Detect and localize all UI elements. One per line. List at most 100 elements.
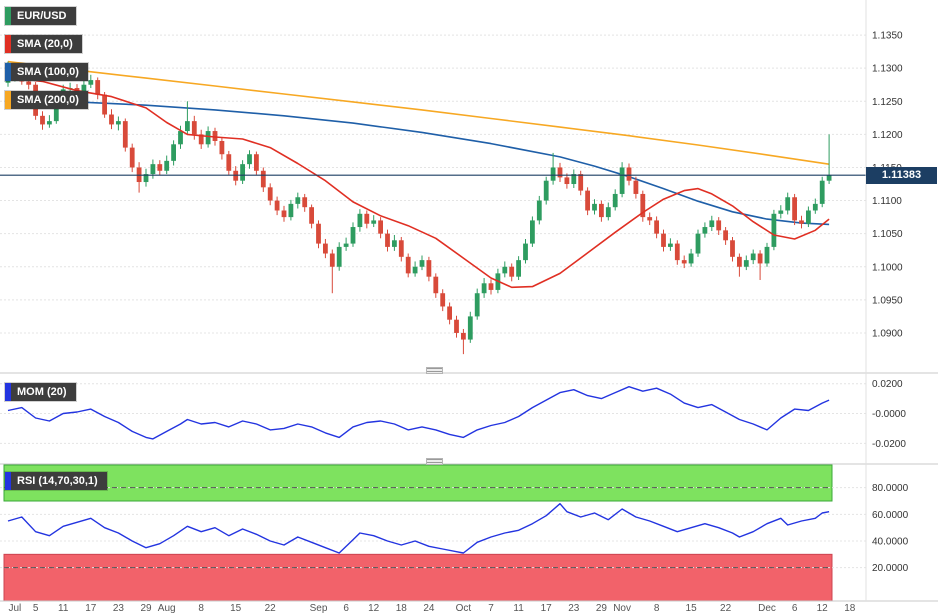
candle-body xyxy=(799,220,804,224)
candle-body xyxy=(654,220,659,234)
candle-body xyxy=(240,164,245,181)
sma20-line xyxy=(7,76,830,289)
candle-body xyxy=(398,240,404,257)
candle-body xyxy=(191,121,197,135)
candle-body xyxy=(585,190,590,211)
x-axis-label: 15 xyxy=(230,603,242,613)
candle-body xyxy=(668,243,673,247)
candle-body xyxy=(171,144,176,161)
candle-body xyxy=(578,174,584,191)
candle-body xyxy=(599,203,604,218)
candle-body xyxy=(481,283,487,294)
sma200-badge[interactable]: SMA (200,0) xyxy=(5,91,88,109)
rsi-label: RSI (14,70,30,1) xyxy=(17,475,98,487)
candle-body xyxy=(557,167,563,178)
candle-body xyxy=(674,243,680,261)
candle-body xyxy=(688,253,694,264)
y-axis-label: 80.0000 xyxy=(872,483,909,494)
panel-resize-handle-mom[interactable] xyxy=(426,367,443,374)
candle-body xyxy=(371,220,377,224)
panel-resize-handle-rsi[interactable] xyxy=(426,458,443,465)
momentum-line xyxy=(7,386,830,440)
candle-body xyxy=(260,170,266,188)
candle-body xyxy=(47,121,52,125)
x-axis-label: Aug xyxy=(158,603,176,613)
candle-body xyxy=(150,164,156,175)
rsi-badge[interactable]: RSI (14,70,30,1) xyxy=(5,472,107,490)
x-axis-label: Dec xyxy=(758,603,776,613)
x-axis-label: 17 xyxy=(541,603,553,613)
candle-body xyxy=(164,160,170,171)
candle-body xyxy=(267,187,273,201)
x-axis-label: Oct xyxy=(456,603,472,613)
sma100-label: SMA (100,0) xyxy=(17,66,79,78)
x-axis-label: 29 xyxy=(596,603,608,613)
x-axis-label: 22 xyxy=(265,603,277,613)
candle-body xyxy=(212,131,218,141)
x-axis-label: 12 xyxy=(368,603,380,613)
y-axis-label: 1.1250 xyxy=(872,97,903,108)
candle-body xyxy=(723,230,728,241)
candles[interactable] xyxy=(5,61,832,355)
rsi-line xyxy=(7,503,830,554)
candle-body xyxy=(357,213,363,228)
candle-body xyxy=(281,210,287,218)
candle-body xyxy=(95,80,101,95)
candle-body xyxy=(440,293,446,307)
symbol-color-chip xyxy=(5,7,11,25)
candle-body xyxy=(750,253,756,261)
x-axis-label: 8 xyxy=(198,603,204,613)
candle-body xyxy=(737,256,742,267)
candle-body xyxy=(419,260,425,267)
candle-body xyxy=(26,81,32,85)
candle-body xyxy=(757,253,763,264)
x-axis-label: 23 xyxy=(568,603,580,613)
candle-body xyxy=(157,164,163,171)
y-axis-label: 1.1100 xyxy=(872,196,902,207)
candle-body xyxy=(295,197,301,204)
candle-body xyxy=(474,293,480,317)
symbol-badge[interactable]: EUR/USD xyxy=(5,7,76,25)
candle-body xyxy=(385,233,390,247)
candle-body xyxy=(640,193,646,218)
candle-body xyxy=(743,260,749,267)
candle-body xyxy=(819,180,825,204)
symbol-label: EUR/USD xyxy=(17,10,67,22)
sma100-badge[interactable]: SMA (100,0) xyxy=(5,63,88,81)
y-axis-label: 1.1000 xyxy=(872,262,903,273)
candle-body xyxy=(488,283,494,290)
x-axis-label: 11 xyxy=(58,603,69,613)
candle-body xyxy=(695,233,701,254)
mom-badge[interactable]: MOM (20) xyxy=(5,383,76,401)
y-axis-label: 0.0200 xyxy=(872,379,903,390)
x-axis-label: 29 xyxy=(140,603,152,613)
price-panel: 1.13501.13001.12501.12001.11501.11001.10… xyxy=(0,31,903,355)
candle-body xyxy=(316,223,321,244)
candle-body xyxy=(523,243,528,261)
x-axis-label: 24 xyxy=(423,603,435,613)
sma20-color-chip xyxy=(5,35,11,53)
sma20-label: SMA (20,0) xyxy=(17,38,73,50)
candle-body xyxy=(364,213,370,224)
candle-body xyxy=(812,203,818,211)
candle-body xyxy=(323,243,328,254)
candle-body xyxy=(205,131,211,145)
candle-body xyxy=(509,266,515,277)
candle-body xyxy=(730,240,735,257)
x-axis-label: Sep xyxy=(310,603,328,613)
x-axis-label: 17 xyxy=(85,603,97,613)
sma200-color-chip xyxy=(5,91,11,109)
y-axis-label: 1.0950 xyxy=(872,295,903,306)
rsi-panel: 80.0000 60.0000 40.0000 20.0000 xyxy=(0,464,909,602)
candle-body xyxy=(378,220,383,234)
x-axis-label: Jul xyxy=(9,603,22,613)
candle-body xyxy=(516,260,521,277)
candle-body xyxy=(198,134,204,145)
candle-body xyxy=(792,197,797,221)
y-axis-label: 1.1200 xyxy=(872,130,903,141)
sma20-badge[interactable]: SMA (20,0) xyxy=(5,35,82,53)
candle-body xyxy=(647,217,653,221)
candle-body xyxy=(536,200,542,221)
